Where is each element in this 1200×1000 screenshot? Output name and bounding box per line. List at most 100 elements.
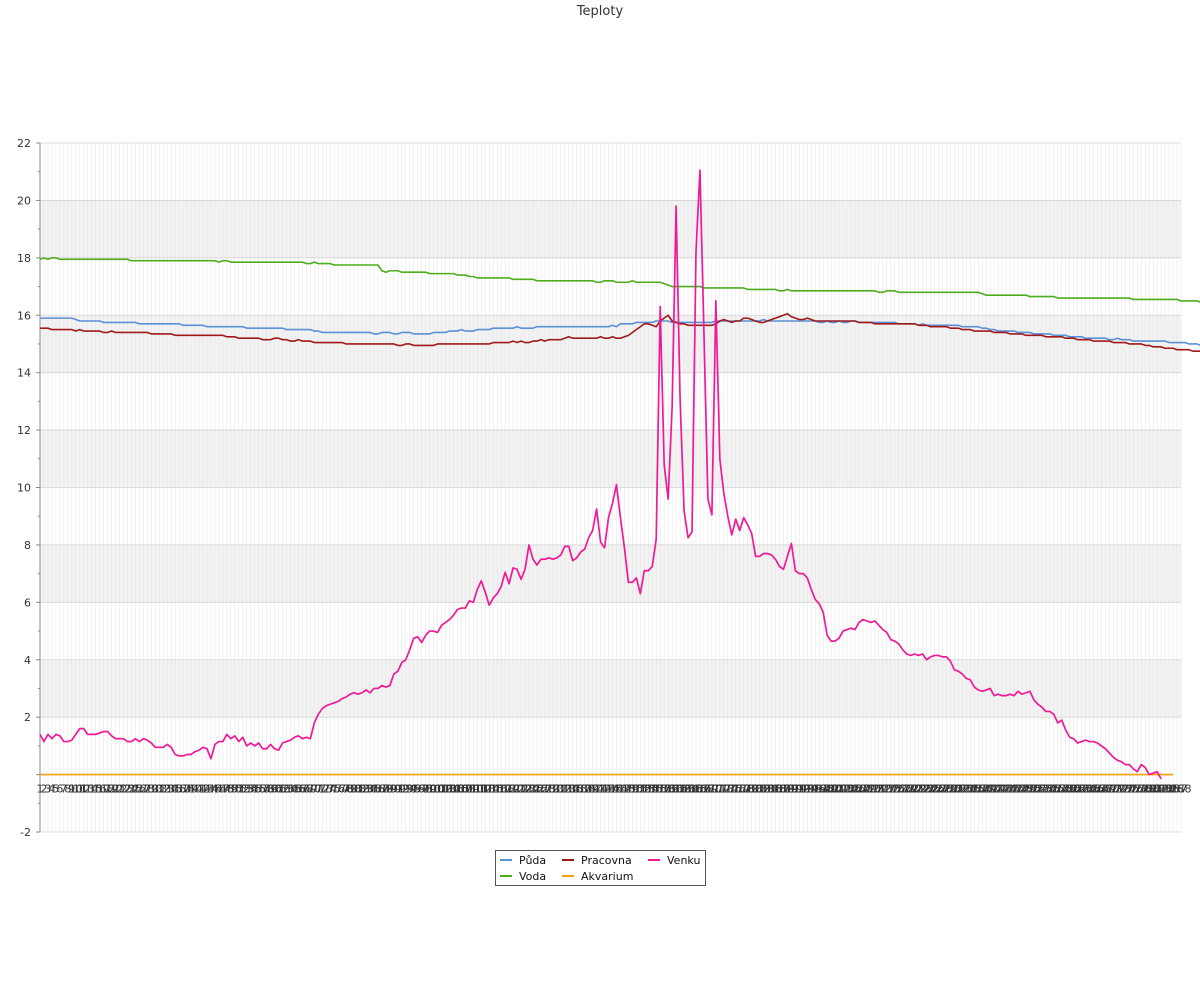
- x-tick-label: 101: [427, 783, 448, 796]
- x-tick-label: 226: [924, 783, 945, 796]
- x-tick-label: 23: [120, 783, 134, 796]
- y-tick-label: 2: [24, 711, 31, 724]
- x-tick-label: 21: [113, 783, 127, 796]
- x-tick-label: 179: [737, 783, 758, 796]
- x-tick-label: 68: [299, 783, 313, 796]
- x-tick-label: 127: [530, 783, 551, 796]
- x-tick-label: 252: [1027, 783, 1048, 796]
- x-tick-label: 41: [192, 783, 206, 796]
- x-tick-label: 255: [1039, 783, 1060, 796]
- x-tick-label: 285: [1159, 783, 1180, 796]
- x-tick-label: 49: [224, 783, 238, 796]
- x-tick-label: 107: [451, 783, 472, 796]
- x-tick-label: 91: [391, 783, 405, 796]
- x-tick-label: 259: [1055, 783, 1076, 796]
- x-tick-label: 77: [335, 783, 349, 796]
- x-tick-label: 76: [331, 783, 345, 796]
- x-tick-label: 116: [487, 783, 508, 796]
- x-tick-label: 106: [447, 783, 468, 796]
- y-tick-label: 8: [24, 539, 31, 552]
- x-tick-label: 237: [968, 783, 989, 796]
- x-tick-label: 271: [1103, 783, 1124, 796]
- x-tick-label: 177: [729, 783, 750, 796]
- x-tick-label: 62: [276, 783, 290, 796]
- x-tick-label: 18: [101, 783, 115, 796]
- x-tick-label: 191: [785, 783, 806, 796]
- x-tick-label: 175: [721, 783, 742, 796]
- x-tick-label: 188: [773, 783, 794, 796]
- x-tick-label: 280: [1139, 783, 1160, 796]
- x-tick-label: 213: [872, 783, 893, 796]
- x-tick-label: 272: [1107, 783, 1128, 796]
- x-tick-label: 197: [809, 783, 830, 796]
- x-tick-label: 48: [220, 783, 234, 796]
- x-tick-label: 71: [311, 783, 325, 796]
- x-tick-label: 215: [880, 783, 901, 796]
- x-tick-label: 267: [1087, 783, 1108, 796]
- x-tick-label: 125: [522, 783, 543, 796]
- x-tick-label: 89: [383, 783, 397, 796]
- x-tick-label: 180: [741, 783, 762, 796]
- grid-band: [40, 200, 1181, 258]
- x-tick-label: 286: [1163, 783, 1184, 796]
- x-tick-label: 184: [757, 783, 778, 796]
- x-tick-label: 12: [77, 783, 91, 796]
- x-tick-label: 257: [1047, 783, 1068, 796]
- x-tick-label: 5: [52, 783, 59, 796]
- x-tick-label: 235: [960, 783, 981, 796]
- x-tick-label: 109: [459, 783, 480, 796]
- x-tick-label: 249: [1015, 783, 1036, 796]
- x-tick-label: 254: [1035, 783, 1056, 796]
- x-tick-label: 111: [467, 783, 488, 796]
- x-tick-label: 13: [81, 783, 95, 796]
- x-tick-label: 248: [1011, 783, 1032, 796]
- x-tick-label: 33: [160, 783, 174, 796]
- legend: Půda Voda Pracovna Akvarium Venku: [495, 850, 706, 886]
- x-tick-label: 194: [797, 783, 818, 796]
- x-tick-label: 27: [136, 783, 150, 796]
- x-tick-label: 38: [180, 783, 194, 796]
- x-tick-label: 198: [813, 783, 834, 796]
- x-tick-label: 211: [864, 783, 885, 796]
- legend-label: Půda: [519, 854, 546, 867]
- x-tick-label: 58: [260, 783, 274, 796]
- x-tick-label: 104: [439, 783, 460, 796]
- x-tick-label: 207: [848, 783, 869, 796]
- x-tick-label: 45: [208, 783, 222, 796]
- x-tick-label: 113: [475, 783, 496, 796]
- x-tick-label: 187: [769, 783, 790, 796]
- x-tick-label: 2: [40, 783, 47, 796]
- x-tick-label: 53: [240, 783, 254, 796]
- x-tick-label: 88: [379, 783, 393, 796]
- x-tick-label: 160: [662, 783, 683, 796]
- x-tick-label: 121: [507, 783, 528, 796]
- x-tick-label: 97: [415, 783, 429, 796]
- x-tick-label: 67: [295, 783, 309, 796]
- x-tick-label: 85: [367, 783, 381, 796]
- x-tick-label: 9: [68, 783, 75, 796]
- x-tick-label: 275: [1119, 783, 1140, 796]
- x-tick-label: 84: [363, 783, 377, 796]
- x-tick-label: 182: [749, 783, 770, 796]
- y-tick-label: 20: [17, 194, 31, 207]
- grid-band: [40, 430, 1181, 488]
- x-tick-label: 126: [526, 783, 547, 796]
- x-tick-label: 196: [805, 783, 826, 796]
- x-tick-label: 63: [279, 783, 293, 796]
- x-tick-label: 193: [793, 783, 814, 796]
- x-tick-label: 108: [455, 783, 476, 796]
- x-tick-label: 96: [411, 783, 425, 796]
- x-tick-label: 208: [852, 783, 873, 796]
- x-tick-label: 148: [614, 783, 635, 796]
- x-tick-label: 176: [725, 783, 746, 796]
- series-line-venku: [39, 169, 1162, 780]
- x-tick-label: 60: [268, 783, 282, 796]
- y-tick-label: 14: [17, 367, 31, 380]
- x-tick-label: 189: [777, 783, 798, 796]
- x-tick-label: 118: [495, 783, 516, 796]
- x-tick-label: 169: [697, 783, 718, 796]
- x-tick-label: 200: [821, 783, 842, 796]
- x-tick-label: 122: [511, 783, 532, 796]
- x-tick-label: 130: [542, 783, 563, 796]
- x-tick-label: 172: [709, 783, 730, 796]
